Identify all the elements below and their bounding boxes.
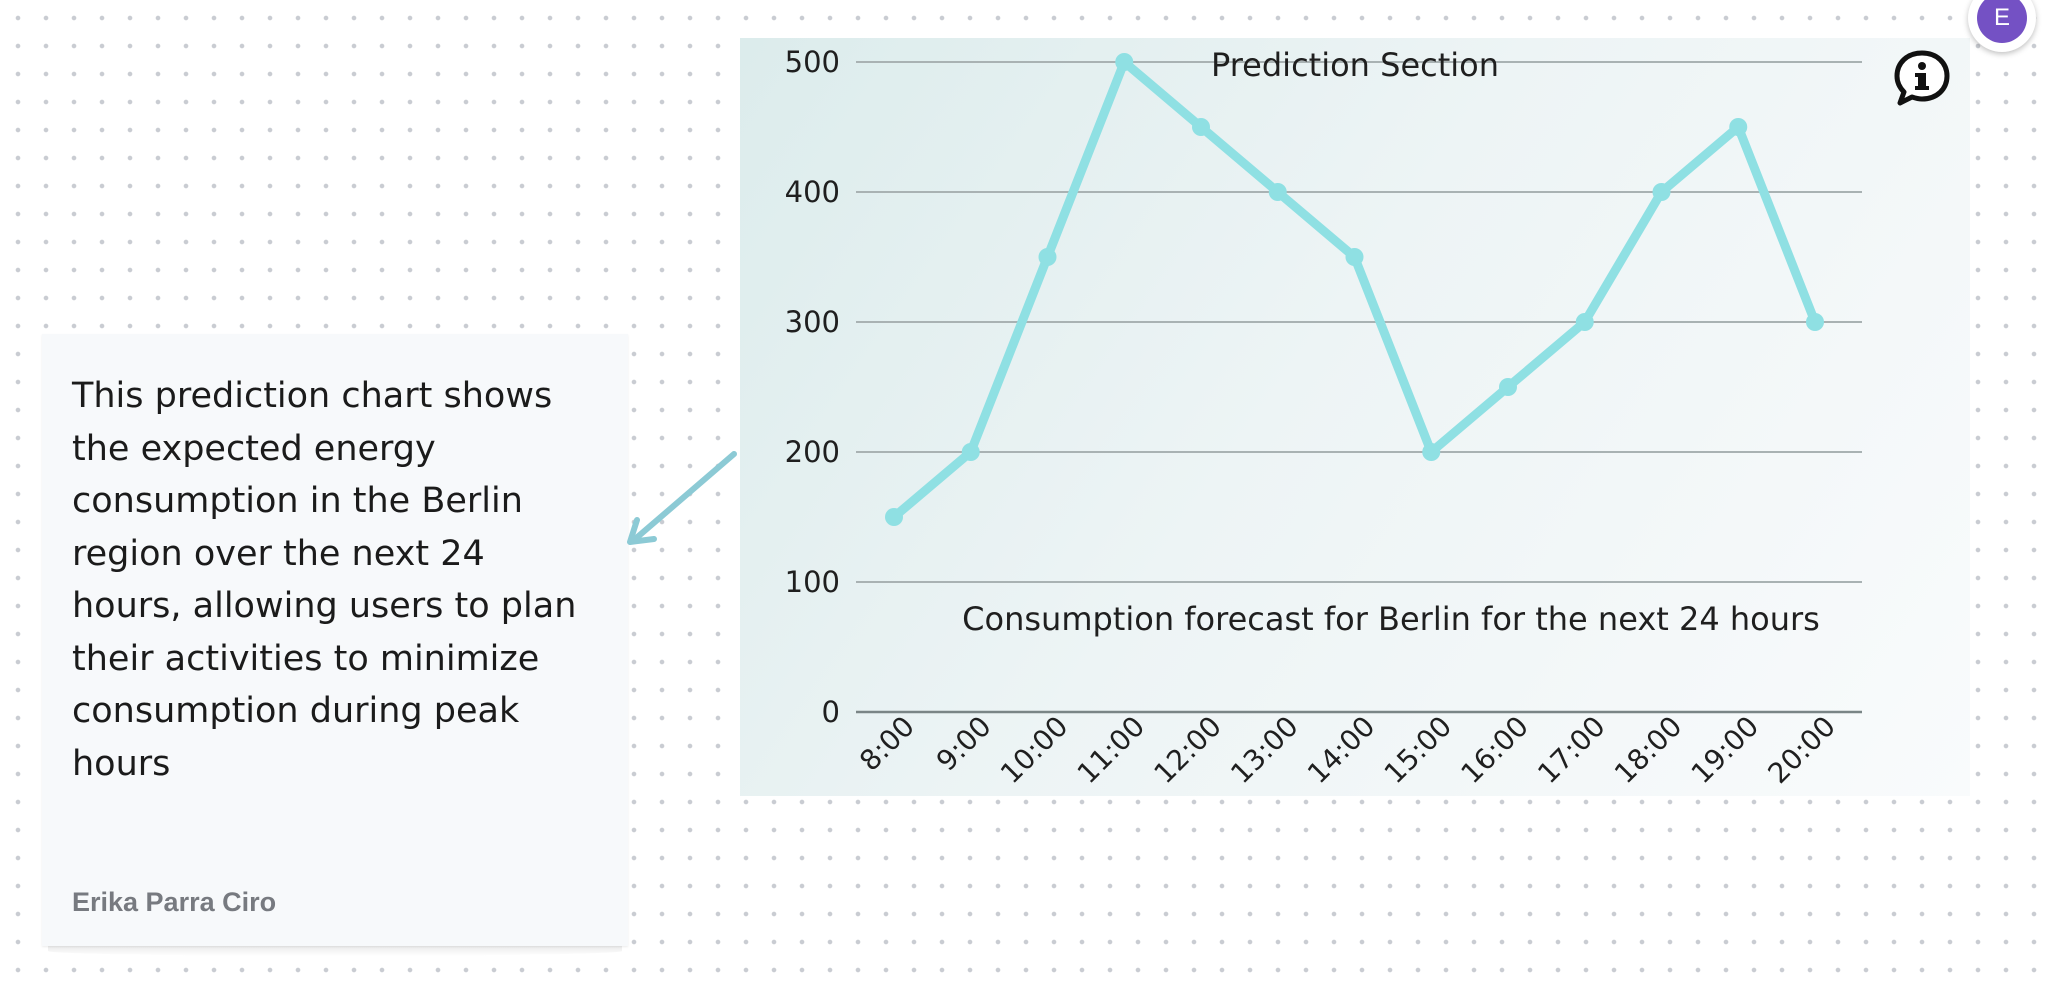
data-point[interactable] <box>1115 53 1134 71</box>
y-tick-label: 100 <box>785 565 840 599</box>
data-point[interactable] <box>1422 443 1441 461</box>
x-tick-label: 19:00 <box>1685 710 1765 790</box>
data-point[interactable] <box>961 443 980 461</box>
sticky-note-text: This prediction chart shows the expected… <box>72 376 577 784</box>
x-tick-label: 16:00 <box>1455 710 1535 790</box>
x-axis-ticks: 8:00 9:0010:0011:0012:0013:0014:0015:0016… <box>853 710 1842 790</box>
x-tick-label: 11:00 <box>1071 710 1151 790</box>
x-tick-label: 17:00 <box>1531 710 1611 790</box>
y-tick-label: 400 <box>785 175 840 209</box>
y-tick-label: 500 <box>785 45 840 79</box>
x-tick-label: 12:00 <box>1148 710 1228 790</box>
sticky-note[interactable]: This prediction chart shows the expected… <box>42 334 628 956</box>
y-axis-ticks: 0 100 200 300 400 500 <box>785 45 840 729</box>
data-point[interactable] <box>1192 118 1210 136</box>
data-point[interactable] <box>1729 118 1748 136</box>
prediction-chart-widget[interactable]: 0 100 200 300 400 500 8:00 9:00 10:00 11:00 12:00… <box>740 38 1970 796</box>
x-tick-label: 9:00 <box>930 710 998 778</box>
x-tick-label: 20:00 <box>1762 710 1842 790</box>
chart-title: Prediction Section <box>1211 46 1499 84</box>
x-tick-label: 15:00 <box>1378 710 1458 790</box>
line-chart: 0 100 200 300 400 500 8:00 9:0010:0011:0012:00… <box>785 45 1862 790</box>
data-point[interactable] <box>1345 248 1364 266</box>
data-point[interactable] <box>885 508 903 526</box>
data-point[interactable] <box>1038 248 1057 266</box>
x-tick-label: 14:00 <box>1301 710 1381 790</box>
x-tick-label: 10:00 <box>994 710 1074 790</box>
y-tick-label: 300 <box>785 305 840 339</box>
x-tick-label: 18:00 <box>1608 710 1688 790</box>
data-points <box>885 53 1824 526</box>
avatar-initial: E <box>1977 0 2027 43</box>
data-point[interactable] <box>1268 183 1287 201</box>
data-point[interactable] <box>1575 313 1594 331</box>
x-tick-label: 13:00 <box>1224 710 1304 790</box>
x-tick-label: 8:00 <box>853 710 921 778</box>
user-avatar[interactable]: E <box>1968 0 2036 52</box>
data-point[interactable] <box>1499 378 1517 396</box>
data-point[interactable] <box>1652 183 1671 201</box>
sticky-note-author: Erika Parra Ciro <box>72 887 277 917</box>
chart-caption: Consumption forecast for Berlin for the … <box>962 600 1820 638</box>
y-tick-label: 0 <box>822 695 840 729</box>
arrow-connector-icon[interactable] <box>610 440 750 550</box>
data-point[interactable] <box>1806 313 1824 331</box>
series-line <box>889 57 1820 522</box>
info-comment-icon[interactable] <box>1890 46 1954 110</box>
y-tick-label: 200 <box>785 435 840 469</box>
